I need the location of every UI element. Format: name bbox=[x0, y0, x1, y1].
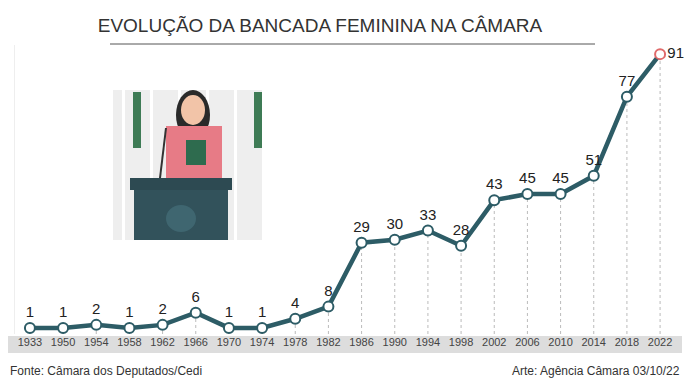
svg-text:4: 4 bbox=[291, 294, 299, 311]
svg-text:1958: 1958 bbox=[117, 336, 141, 348]
svg-text:8: 8 bbox=[324, 282, 332, 299]
svg-text:28: 28 bbox=[453, 221, 470, 238]
svg-text:77: 77 bbox=[619, 72, 636, 89]
svg-text:1994: 1994 bbox=[416, 336, 440, 348]
svg-text:2010: 2010 bbox=[548, 336, 572, 348]
svg-text:33: 33 bbox=[420, 206, 437, 223]
svg-text:EVOLUÇÃO DA BANCADA FEMININA N: EVOLUÇÃO DA BANCADA FEMININA NA CÂMARA bbox=[98, 15, 543, 36]
svg-text:1: 1 bbox=[125, 303, 133, 320]
svg-text:2018: 2018 bbox=[615, 336, 639, 348]
svg-text:1990: 1990 bbox=[383, 336, 407, 348]
svg-text:45: 45 bbox=[552, 169, 569, 186]
svg-text:1: 1 bbox=[258, 303, 266, 320]
svg-text:6: 6 bbox=[192, 288, 200, 305]
svg-text:1933: 1933 bbox=[18, 336, 42, 348]
svg-text:1: 1 bbox=[225, 303, 233, 320]
svg-text:1: 1 bbox=[59, 303, 67, 320]
svg-text:2006: 2006 bbox=[515, 336, 539, 348]
svg-text:1966: 1966 bbox=[184, 336, 208, 348]
svg-text:91: 91 bbox=[667, 44, 684, 61]
svg-text:51: 51 bbox=[585, 151, 602, 168]
svg-text:2022: 2022 bbox=[648, 336, 672, 348]
svg-text:1970: 1970 bbox=[217, 336, 241, 348]
svg-text:1998: 1998 bbox=[449, 336, 473, 348]
svg-text:29: 29 bbox=[353, 218, 370, 235]
svg-text:1986: 1986 bbox=[349, 336, 373, 348]
svg-text:45: 45 bbox=[519, 169, 536, 186]
svg-text:2002: 2002 bbox=[482, 336, 506, 348]
svg-text:43: 43 bbox=[486, 175, 503, 192]
svg-text:2014: 2014 bbox=[581, 336, 605, 348]
svg-text:30: 30 bbox=[386, 215, 403, 232]
svg-text:1950: 1950 bbox=[51, 336, 75, 348]
svg-text:1978: 1978 bbox=[283, 336, 307, 348]
svg-text:1982: 1982 bbox=[316, 336, 340, 348]
svg-text:2: 2 bbox=[158, 300, 166, 317]
svg-text:Fonte: Câmara dos Deputados/Ce: Fonte: Câmara dos Deputados/Cedi bbox=[10, 364, 202, 378]
svg-text:Arte: Agência Câmara 03/10/22: Arte: Agência Câmara 03/10/22 bbox=[512, 364, 680, 378]
svg-text:1974: 1974 bbox=[250, 336, 274, 348]
svg-text:1954: 1954 bbox=[84, 336, 108, 348]
svg-text:1: 1 bbox=[26, 303, 34, 320]
svg-text:1962: 1962 bbox=[150, 336, 174, 348]
svg-text:2: 2 bbox=[92, 300, 100, 317]
